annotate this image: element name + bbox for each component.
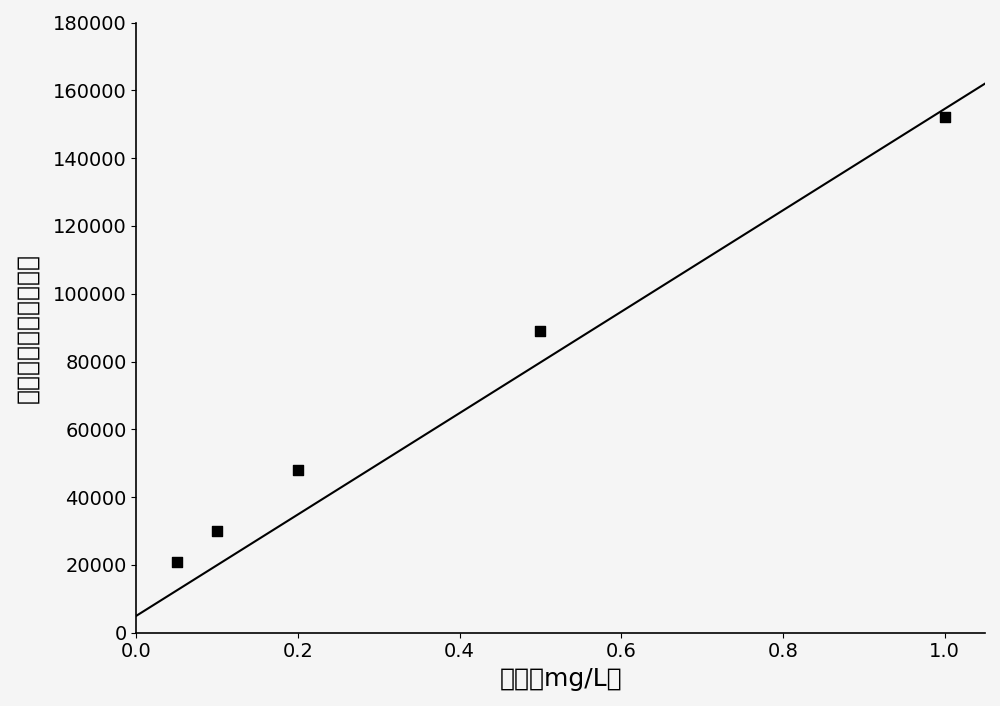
Point: [169, 556, 185, 567]
Point: [937, 112, 953, 123]
Point: [290, 465, 306, 476]
Point: [532, 325, 548, 337]
X-axis label: 浓度（mg/L）: 浓度（mg/L）: [499, 667, 622, 691]
Y-axis label: 六次甲基四胺信号强度: 六次甲基四胺信号强度: [15, 253, 39, 402]
Point: [209, 525, 225, 537]
